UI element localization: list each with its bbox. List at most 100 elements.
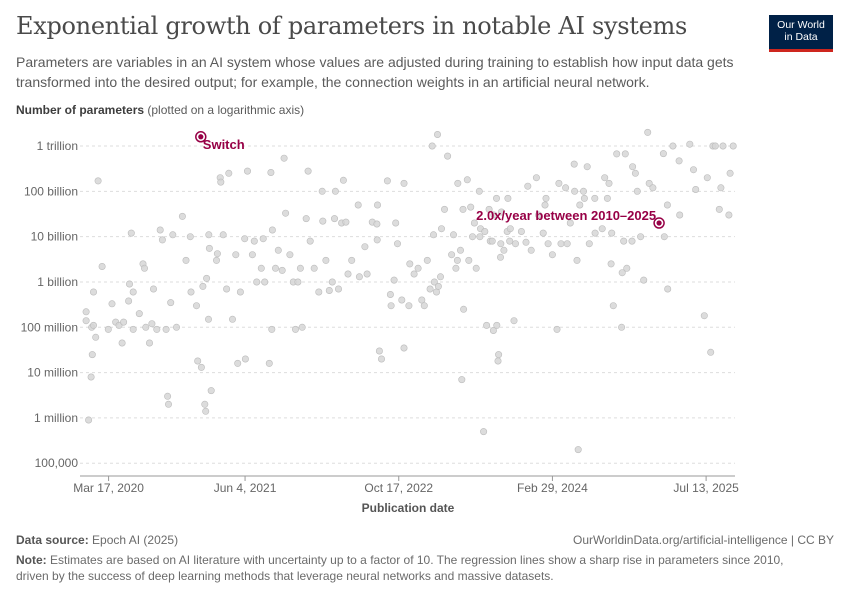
y-tick-label: 1 billion xyxy=(37,275,78,289)
data-point xyxy=(454,179,462,187)
data-point xyxy=(553,325,561,333)
data-point xyxy=(164,392,172,400)
data-point xyxy=(253,278,261,286)
data-point xyxy=(623,264,631,272)
data-point xyxy=(232,251,240,259)
y-tick-label: 100 million xyxy=(21,320,78,334)
data-point xyxy=(244,167,252,175)
data-point xyxy=(618,323,626,331)
data-point xyxy=(494,357,502,365)
data-point xyxy=(426,285,434,293)
data-point xyxy=(156,226,164,234)
highlight-point xyxy=(656,220,662,226)
data-point xyxy=(165,400,173,408)
data-point xyxy=(609,302,617,310)
data-point xyxy=(517,228,525,236)
data-point xyxy=(339,176,347,184)
data-point xyxy=(703,174,711,182)
data-point xyxy=(459,205,467,213)
data-point xyxy=(467,203,475,211)
data-point xyxy=(418,296,426,304)
data-point xyxy=(660,233,668,241)
data-point xyxy=(497,208,505,216)
data-point xyxy=(449,231,457,239)
data-point xyxy=(90,321,98,329)
data-point xyxy=(390,276,398,284)
data-point xyxy=(199,282,207,290)
data-point xyxy=(483,321,491,329)
data-point xyxy=(248,251,256,259)
chart-title: Exponential growth of parameters in nota… xyxy=(16,12,687,40)
data-point xyxy=(219,231,227,239)
data-point xyxy=(535,211,543,219)
data-point xyxy=(261,278,269,286)
data-point xyxy=(621,150,629,158)
data-point xyxy=(729,142,737,150)
data-point xyxy=(135,310,143,318)
point-label-switch: Switch xyxy=(203,137,245,152)
data-point xyxy=(489,326,497,334)
data-point xyxy=(437,225,445,233)
data-point xyxy=(429,231,437,239)
source-label: Data source: xyxy=(16,533,89,547)
data-point xyxy=(468,233,476,241)
data-point xyxy=(383,177,391,185)
data-point xyxy=(463,176,471,184)
data-point xyxy=(669,142,677,150)
data-point xyxy=(213,250,221,258)
scatter-points xyxy=(82,128,737,454)
data-point xyxy=(629,163,637,171)
data-point xyxy=(506,237,514,245)
data-point xyxy=(241,235,249,243)
data-point xyxy=(257,264,265,272)
data-point xyxy=(120,318,128,326)
data-point xyxy=(472,264,480,272)
data-point xyxy=(444,152,452,160)
data-point xyxy=(428,142,436,150)
data-point xyxy=(85,416,93,424)
data-point xyxy=(563,240,571,248)
data-point xyxy=(637,233,645,241)
data-point xyxy=(576,201,584,209)
data-point xyxy=(608,229,616,237)
data-point xyxy=(510,317,518,325)
data-point xyxy=(532,174,540,182)
trend-label: 2.0x/year between 2010–2025 xyxy=(476,208,656,223)
data-point xyxy=(294,278,302,286)
data-point xyxy=(541,201,549,209)
data-point xyxy=(207,387,215,395)
data-point xyxy=(319,217,327,225)
highlight-marks: Switch 2.0x/year between 2010–2025 xyxy=(195,131,665,229)
data-point xyxy=(330,215,338,223)
data-point xyxy=(217,178,225,186)
y-axis-heading: Number of parameters (plotted on a logar… xyxy=(16,103,304,117)
data-point xyxy=(664,285,672,293)
footer-url[interactable]: OurWorldinData.org/artificial-intelligen… xyxy=(573,533,834,547)
data-point xyxy=(707,348,715,356)
data-point xyxy=(241,355,249,363)
data-point xyxy=(434,282,442,290)
source-link[interactable]: Epoch AI (2025) xyxy=(92,533,179,547)
data-point xyxy=(331,187,339,195)
data-point xyxy=(127,229,135,237)
owid-logo[interactable]: Our World in Data xyxy=(769,15,833,52)
y-tick-label: 1 million xyxy=(34,411,78,425)
data-point xyxy=(348,256,356,264)
data-point xyxy=(591,194,599,202)
data-point xyxy=(282,209,290,217)
x-tick-label: Feb 29, 2024 xyxy=(517,481,588,495)
data-point xyxy=(234,359,242,367)
x-tick-label: Jul 13, 2025 xyxy=(673,481,739,495)
data-point xyxy=(430,278,438,286)
data-point xyxy=(711,142,719,150)
data-point xyxy=(148,320,156,328)
data-point xyxy=(522,238,530,246)
data-point xyxy=(659,150,667,158)
x-axis-label: Publication date xyxy=(362,501,455,515)
data-point xyxy=(393,240,401,248)
chart-subtitle: Parameters are variables in an AI system… xyxy=(16,54,734,90)
data-point xyxy=(302,215,310,223)
data-point xyxy=(197,363,205,371)
highlight-ring xyxy=(653,217,665,229)
data-point xyxy=(280,154,288,162)
